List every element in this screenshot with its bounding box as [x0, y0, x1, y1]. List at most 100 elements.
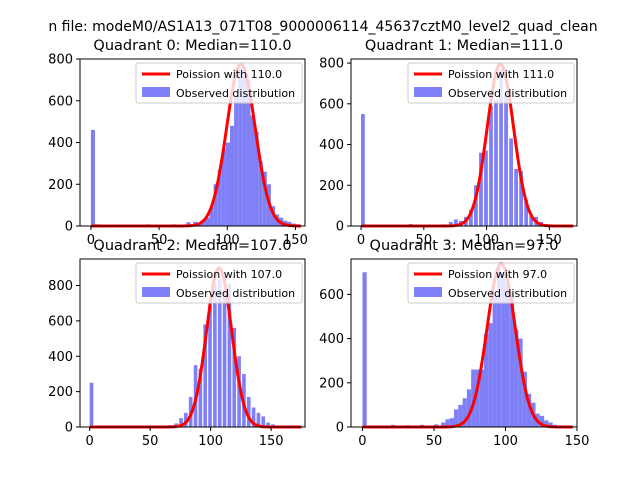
histogram-bar: [529, 215, 534, 226]
x-tick-label: 150: [283, 233, 308, 248]
histogram-bar: [475, 369, 480, 427]
y-tick-label: 0: [336, 421, 344, 436]
y-tick-label: 800: [48, 279, 73, 294]
histogram-bar: [250, 115, 255, 226]
histogram-bar: [489, 105, 493, 226]
legend-label-observed: Observed distribution: [448, 87, 567, 100]
x-tick-label: 100: [215, 233, 240, 248]
histogram-bar: [466, 389, 472, 427]
histogram-bar: [238, 67, 243, 226]
histogram-bar: [217, 169, 222, 226]
histogram-bar: [449, 418, 454, 427]
histogram-bar: [186, 222, 191, 226]
histogram-bar: [458, 404, 463, 427]
x-tick-label: 150: [565, 434, 590, 449]
histogram-bar: [362, 272, 367, 427]
histogram-bar: [518, 338, 523, 427]
x-tick-label: 0: [357, 233, 365, 248]
x-tick-label: 150: [537, 233, 562, 248]
histogram-bar: [258, 161, 263, 226]
legend-bar-swatch: [142, 287, 170, 297]
histogram-bar: [509, 294, 515, 427]
panel-quadrant-3: 0 50 100 150 0 200 400 600 Poission with 97.0 Obs…: [319, 238, 589, 449]
legend-box: [135, 62, 303, 104]
y-tick-label: 800: [319, 57, 344, 72]
y-tick-label: 800: [48, 53, 73, 68]
x-tick-label: 0: [86, 434, 94, 449]
legend: Poission with 111.0 Observed distribution: [407, 62, 575, 104]
histogram-bar: [479, 152, 483, 226]
histogram-bar: [227, 283, 232, 427]
histogram-bar: [499, 69, 503, 227]
histogram-bar: [524, 199, 529, 226]
histogram-bar: [242, 75, 247, 226]
histogram-bar: [548, 422, 553, 427]
histogram-bar: [522, 371, 527, 427]
y-tick-label: 400: [48, 136, 73, 151]
histogram-bar: [254, 132, 259, 226]
legend: Poission with 97.0 Observed distribution: [407, 262, 575, 304]
panel-title: Quadrant 3: Median=97.0: [370, 238, 559, 254]
histogram-bar: [494, 99, 498, 226]
legend-label-poisson: Poission with 107.0: [176, 268, 282, 281]
histogram-bar: [205, 217, 210, 226]
panel-quadrant-1: 0 50 100 150 0 200 400 600 800 Poission with 111.…: [319, 38, 578, 248]
y-tick-label: 0: [65, 220, 73, 235]
histogram-bar: [90, 129, 95, 226]
histogram-bar: [505, 283, 510, 427]
y-tick-label: 200: [48, 178, 73, 193]
histogram-bar: [488, 323, 493, 427]
legend: Poission with 110.0 Observed distribution: [135, 62, 303, 104]
histogram-bar: [441, 422, 446, 427]
histogram-bar: [234, 96, 239, 226]
histogram-bar: [453, 409, 459, 427]
histogram-bar: [514, 329, 519, 427]
histogram-bars: [361, 69, 549, 227]
histogram-bars: [89, 278, 285, 427]
x-tick-label: 50: [416, 233, 433, 248]
y-tick-label: 200: [319, 179, 344, 194]
histogram-bar: [471, 369, 476, 427]
panel-title: Quadrant 1: Median=111.0: [365, 38, 563, 54]
axes-frame: [350, 258, 578, 428]
histogram-bars: [362, 267, 557, 427]
histogram-bar: [526, 393, 532, 427]
histogram-bar: [484, 150, 488, 226]
x-tick-label: 100: [493, 434, 518, 449]
histogram-bar: [514, 168, 518, 226]
legend-label-poisson: Poission with 97.0: [448, 268, 547, 281]
x-tick-label: 150: [259, 434, 284, 449]
histogram-bar: [479, 369, 485, 427]
y-tick-label: 200: [48, 385, 73, 400]
y-tick-label: 600: [48, 314, 73, 329]
histogram-bar: [221, 148, 226, 226]
histogram-bar: [544, 420, 549, 427]
histogram-bar: [225, 142, 230, 226]
x-tick-label: 50: [142, 434, 159, 449]
x-tick-label: 100: [198, 434, 223, 449]
histogram-bar: [361, 113, 365, 226]
legend-label-poisson: Poission with 111.0: [448, 68, 554, 81]
histogram-bar: [217, 278, 222, 427]
histogram-bar: [246, 79, 251, 226]
panel-quadrant-2: 0 50 100 150 0 200 400 600 800 Poission with 107.…: [48, 238, 306, 449]
y-tick-label: 600: [48, 94, 73, 109]
histogram-bar: [448, 221, 453, 226]
histogram-bar: [209, 207, 214, 226]
histogram-bar: [484, 334, 489, 427]
histogram-bar: [184, 412, 188, 427]
legend-bar-swatch: [414, 287, 442, 297]
histogram-bar: [445, 419, 450, 427]
histogram-bar: [246, 396, 251, 427]
histogram-bar: [261, 416, 266, 427]
histogram-bar: [266, 422, 270, 427]
legend-box: [407, 62, 575, 104]
legend: Poission with 107.0 Observed distribution: [135, 262, 303, 304]
histogram-bar: [492, 294, 497, 427]
panel-title: Quadrant 0: Median=110.0: [93, 38, 291, 54]
histogram-bar: [462, 398, 467, 427]
y-tick-label: 600: [319, 97, 344, 112]
legend-box: [407, 262, 575, 304]
y-tick-label: 200: [319, 376, 344, 391]
